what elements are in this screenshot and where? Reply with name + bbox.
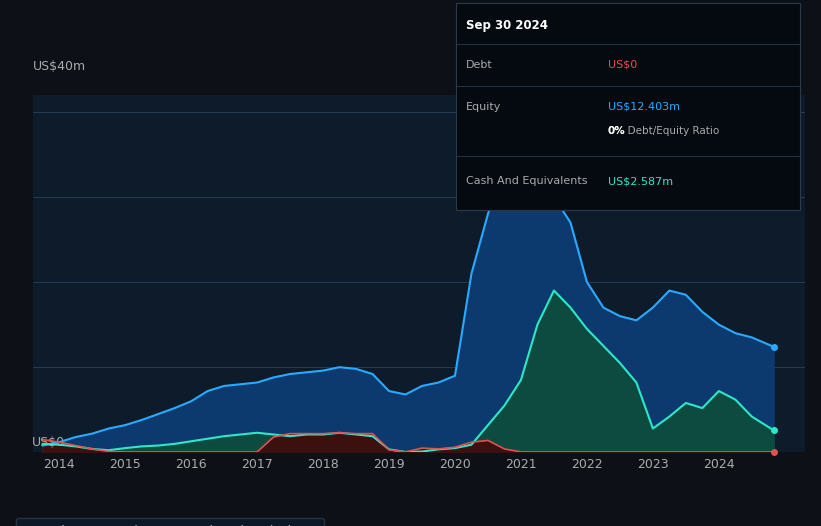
Legend: Debt, Equity, Cash And Equivalents: Debt, Equity, Cash And Equivalents xyxy=(16,518,323,526)
Text: US$12.403m: US$12.403m xyxy=(608,102,680,112)
Text: Sep 30 2024: Sep 30 2024 xyxy=(466,19,548,32)
Text: 0%: 0% xyxy=(608,126,626,136)
Text: Equity: Equity xyxy=(466,102,502,112)
Text: US$0: US$0 xyxy=(32,436,65,449)
Text: US$2.587m: US$2.587m xyxy=(608,176,672,186)
Text: 0% Debt/Equity Ratio: 0% Debt/Equity Ratio xyxy=(608,126,719,136)
Text: Debt: Debt xyxy=(466,60,493,70)
Text: US$0: US$0 xyxy=(608,60,637,70)
Text: Cash And Equivalents: Cash And Equivalents xyxy=(466,176,588,186)
Text: US$40m: US$40m xyxy=(33,60,86,73)
